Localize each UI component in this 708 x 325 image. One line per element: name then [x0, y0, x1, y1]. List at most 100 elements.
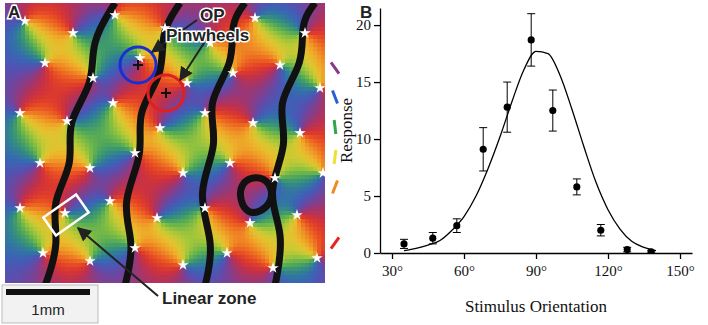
orientation-cell	[109, 35, 114, 40]
orientation-cell	[277, 75, 282, 80]
orientation-cell	[89, 3, 94, 8]
orientation-cell	[121, 39, 126, 44]
orientation-cell	[313, 79, 318, 84]
orientation-cell	[185, 15, 190, 20]
orientation-cell	[285, 27, 290, 32]
orientation-cell	[89, 11, 94, 16]
orientation-cell	[17, 79, 22, 84]
orientation-cell	[65, 3, 70, 8]
orientation-cell	[161, 15, 166, 20]
orientation-cell	[205, 99, 210, 104]
orientation-cell	[157, 7, 162, 12]
orientation-cell	[249, 43, 254, 48]
orientation-cell	[177, 59, 182, 64]
orientation-cell	[269, 75, 274, 80]
orientation-cell	[93, 19, 98, 24]
orientation-cell	[269, 67, 274, 72]
orientation-cell	[5, 99, 10, 104]
orientation-cell	[81, 19, 86, 24]
orientation-cell	[153, 31, 158, 36]
orientation-cell	[145, 43, 150, 48]
orientation-cell	[269, 83, 274, 88]
orientation-cell	[109, 23, 114, 28]
orientation-cell	[129, 15, 134, 20]
orientation-cell	[129, 11, 134, 16]
orientation-cell	[313, 27, 318, 32]
orientation-cell	[53, 7, 58, 12]
orientation-cell	[61, 63, 66, 68]
orientation-cell	[49, 55, 54, 60]
orientation-cell	[249, 67, 254, 72]
orientation-cell	[73, 55, 78, 60]
orientation-cell	[305, 75, 310, 80]
orientation-cell	[205, 75, 210, 80]
orientation-cell	[29, 15, 34, 20]
orientation-cell	[217, 63, 222, 68]
orientation-cell	[265, 35, 270, 40]
orientation-cell	[229, 7, 234, 12]
orientation-cell	[185, 7, 190, 12]
orientation-cell	[145, 7, 150, 12]
orientation-cell	[69, 19, 74, 24]
orientation-cell	[61, 35, 66, 40]
orientation-cell	[177, 87, 182, 92]
orientation-cell	[129, 67, 134, 72]
orientation-cell	[97, 99, 102, 104]
orientation-cell	[61, 99, 66, 104]
orientation-cell	[77, 79, 82, 84]
orientation-cell	[245, 91, 250, 96]
orientation-cell	[129, 95, 134, 100]
orientation-cell	[253, 91, 258, 96]
orientation-cell	[261, 83, 266, 88]
orientation-cell	[257, 31, 262, 36]
orientation-cell	[317, 63, 322, 68]
orientation-cell	[53, 83, 58, 88]
orientation-cell	[169, 95, 174, 100]
orientation-cell	[53, 51, 58, 56]
orientation-cell	[45, 75, 50, 80]
orientation-cell	[237, 63, 242, 68]
orientation-cell	[29, 55, 34, 60]
orientation-cell	[237, 51, 242, 56]
orientation-cell	[113, 31, 118, 36]
orientation-cell	[269, 19, 274, 24]
orientation-cell	[281, 11, 286, 16]
orientation-cell	[321, 23, 326, 28]
orientation-cell	[133, 95, 138, 100]
orientation-cell	[29, 87, 34, 92]
orientation-cell	[313, 11, 318, 16]
orientation-cell	[57, 47, 62, 52]
orientation-cell	[125, 55, 130, 60]
orientation-cell	[117, 51, 122, 56]
orientation-cell	[13, 67, 18, 72]
orientation-cell	[117, 35, 122, 40]
orientation-cell	[281, 39, 286, 44]
orientation-cell	[49, 67, 54, 72]
orientation-cell	[53, 47, 58, 52]
orientation-cell	[85, 51, 90, 56]
orientation-cell	[225, 11, 230, 16]
orientation-cell	[37, 7, 42, 12]
orientation-cell	[125, 99, 130, 104]
orientation-cell	[209, 51, 214, 56]
orientation-cell	[165, 99, 170, 104]
orientation-cell	[221, 51, 226, 56]
orientation-cell	[21, 83, 26, 88]
orientation-cell	[57, 67, 62, 72]
orientation-cell	[137, 99, 142, 104]
orientation-cell	[321, 91, 326, 96]
orientation-cell	[133, 15, 138, 20]
orientation-cell	[73, 79, 78, 84]
orientation-cell	[101, 71, 106, 76]
orientation-cell	[109, 55, 114, 60]
orientation-cell	[77, 19, 82, 24]
orientation-cell	[245, 75, 250, 80]
orientation-cell	[233, 99, 238, 104]
orientation-cell	[33, 27, 38, 32]
orientation-cell	[257, 3, 262, 8]
orientation-cell	[213, 51, 218, 56]
orientation-cell	[189, 47, 194, 52]
orientation-cell	[169, 87, 174, 92]
orientation-cell	[21, 99, 26, 104]
orientation-cell	[253, 39, 258, 44]
